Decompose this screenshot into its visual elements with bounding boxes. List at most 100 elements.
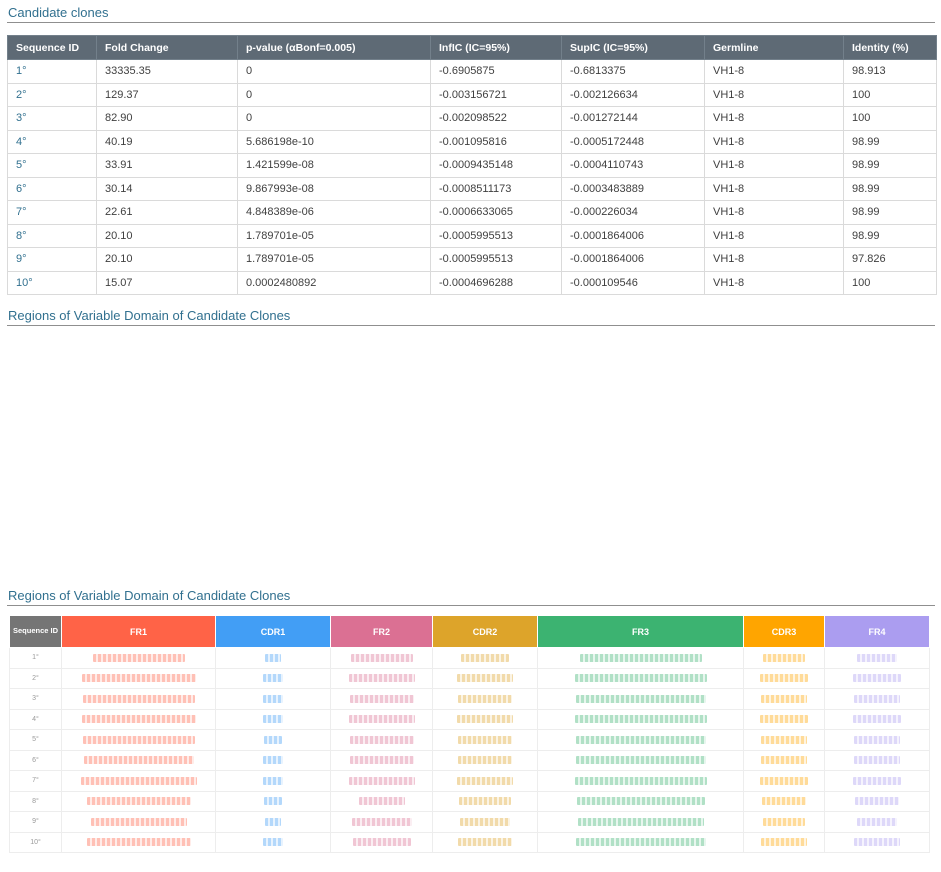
column-header-identity: Identity (%)	[843, 35, 937, 60]
column-header-germline: Germline	[704, 35, 844, 60]
cdr3-sequence-bar	[760, 715, 808, 724]
cell-identity: 98.913	[843, 59, 937, 84]
fr1-sequence-bar	[86, 797, 191, 806]
cell-cdr2	[432, 729, 538, 751]
region-row: 5°	[9, 729, 930, 751]
cdr2-sequence-bar	[460, 817, 510, 826]
column-header-fr4: FR4	[824, 615, 930, 648]
cell-germline: VH1-8	[704, 82, 844, 107]
fr4-sequence-bar	[857, 653, 897, 662]
cell-cdr3	[743, 770, 825, 792]
cell-sup-ic: -0.000109546	[561, 270, 705, 295]
cell-sup-ic: -0.0001864006	[561, 223, 705, 248]
cdr1-sequence-bar	[263, 838, 283, 847]
clone-row: 7° 22.61 4.848389e-06 -0.0006633065 -0.0…	[7, 200, 937, 225]
fr4-sequence-bar	[854, 838, 900, 847]
cdr2-sequence-bar	[457, 715, 513, 724]
cell-germline: VH1-8	[704, 270, 844, 295]
cell-cdr2	[432, 811, 538, 833]
cell-fr1	[61, 770, 216, 792]
cell-sequence-id: 7°	[7, 200, 97, 225]
cell-cdr3	[743, 811, 825, 833]
cell-fr4	[824, 811, 930, 833]
cdr2-sequence-bar	[458, 735, 512, 744]
cell-fr1	[61, 667, 216, 689]
cell-fr2	[330, 729, 433, 751]
cell-cdr2	[432, 647, 538, 669]
cell-sequence-id: 8°	[9, 790, 62, 812]
cell-sup-ic: -0.0004110743	[561, 153, 705, 178]
column-header-sup-ic: SupIC (IC=95%)	[561, 35, 705, 60]
fr2-sequence-bar	[352, 838, 411, 847]
cell-fr2	[330, 831, 433, 853]
fr1-sequence-bar	[82, 735, 195, 744]
cell-identity: 100	[843, 106, 937, 131]
cell-identity: 98.99	[843, 223, 937, 248]
cell-sup-ic: -0.0005172448	[561, 129, 705, 154]
cell-identity: 97.826	[843, 247, 937, 272]
fr4-sequence-bar	[853, 715, 901, 724]
cell-fold-change: 22.61	[96, 200, 238, 225]
column-header-cdr3: CDR3	[743, 615, 825, 648]
fr4-sequence-bar	[854, 735, 900, 744]
fr3-sequence-bar	[575, 735, 706, 744]
fr1-sequence-bar	[81, 715, 196, 724]
column-header-sequence-id: Sequence ID	[9, 615, 62, 648]
cell-fr4	[824, 729, 930, 751]
report-page: Candidate clones Sequence ID Fold Change…	[7, 5, 937, 853]
cell-inf-ic: -0.6905875	[430, 59, 562, 84]
region-row: 4°	[9, 708, 930, 730]
fr4-sequence-bar	[853, 776, 901, 785]
cell-sup-ic: -0.002126634	[561, 82, 705, 107]
cell-fr2	[330, 708, 433, 730]
region-row: 8°	[9, 790, 930, 812]
fr2-sequence-bar	[349, 694, 414, 703]
region-row: 7°	[9, 770, 930, 792]
cell-sup-ic: -0.0003483889	[561, 176, 705, 201]
cell-inf-ic: -0.0009435148	[430, 153, 562, 178]
cell-inf-ic: -0.002098522	[430, 106, 562, 131]
cdr2-sequence-bar	[458, 694, 512, 703]
cell-identity: 98.99	[843, 153, 937, 178]
cdr1-sequence-bar	[263, 674, 283, 683]
section-title-candidate-clones: Candidate clones	[8, 5, 109, 20]
column-header-cdr2: CDR2	[432, 615, 538, 648]
cell-fr4	[824, 688, 930, 710]
cdr3-sequence-bar	[763, 817, 805, 826]
clone-row: 1° 33335.35 0 -0.6905875 -0.6813375 VH1-…	[7, 59, 937, 84]
clone-row: 6° 30.14 9.867993e-08 -0.0008511173 -0.0…	[7, 176, 937, 201]
cell-inf-ic: -0.0005995513	[430, 247, 562, 272]
cell-p-value: 0	[237, 82, 431, 107]
fr1-sequence-bar	[90, 817, 187, 826]
column-header-fr2: FR2	[330, 615, 433, 648]
cell-fr3	[537, 749, 744, 771]
cell-sequence-id: 9°	[9, 811, 62, 833]
cell-cdr1	[215, 749, 331, 771]
regions-table: Sequence ID FR1 CDR1 FR2 CDR2 FR3 CDR3 F…	[9, 615, 930, 853]
fr2-sequence-bar	[351, 817, 412, 826]
column-header-fr3: FR3	[537, 615, 744, 648]
fr1-sequence-bar	[80, 776, 197, 785]
clone-row: 2° 129.37 0 -0.003156721 -0.002126634 VH…	[7, 82, 937, 107]
fr4-sequence-bar	[854, 694, 900, 703]
regions-header-row: Sequence ID FR1 CDR1 FR2 CDR2 FR3 CDR3 F…	[9, 615, 930, 648]
cell-identity: 98.99	[843, 200, 937, 225]
column-header-cdr1: CDR1	[215, 615, 331, 648]
cdr1-sequence-bar	[265, 653, 281, 662]
cell-fold-change: 40.19	[96, 129, 238, 154]
cell-sequence-id: 6°	[7, 176, 97, 201]
region-row: 6°	[9, 749, 930, 771]
fr4-sequence-bar	[854, 756, 900, 765]
cell-germline: VH1-8	[704, 106, 844, 131]
cell-fr2	[330, 790, 433, 812]
cell-fr4	[824, 708, 930, 730]
fr3-sequence-bar	[579, 653, 702, 662]
empty-plot-area	[7, 326, 935, 588]
cell-germline: VH1-8	[704, 223, 844, 248]
cell-sequence-id: 4°	[7, 129, 97, 154]
cell-cdr2	[432, 708, 538, 730]
cell-germline: VH1-8	[704, 247, 844, 272]
cell-p-value: 0	[237, 59, 431, 84]
cdr2-sequence-bar	[457, 776, 513, 785]
cdr1-sequence-bar	[263, 756, 283, 765]
